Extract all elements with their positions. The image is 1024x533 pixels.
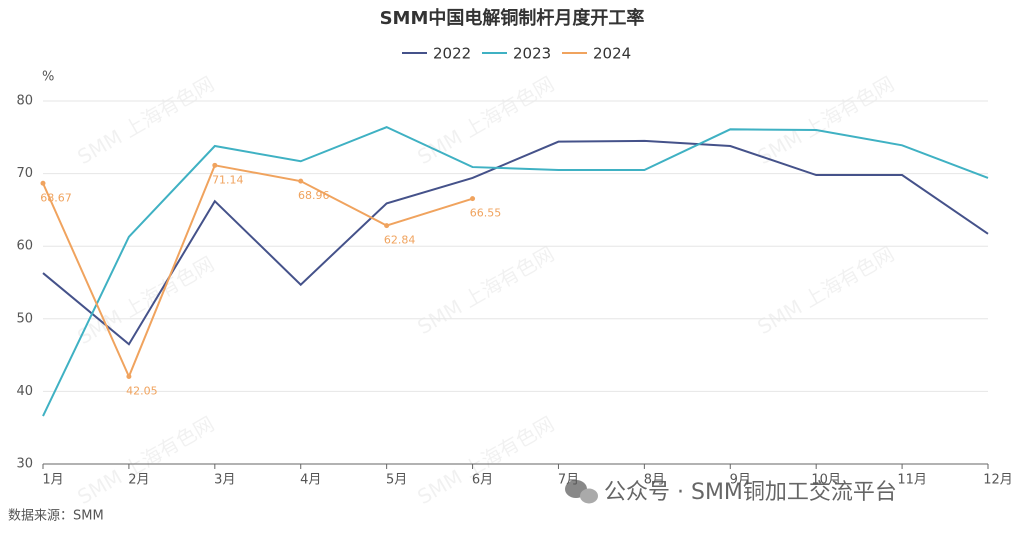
point: [126, 374, 132, 380]
data-label: 71.14: [212, 173, 244, 186]
x-tick-label: 4月: [300, 473, 321, 488]
y-tick-label: 60: [16, 239, 33, 254]
y-tick-label: 70: [16, 166, 33, 181]
data-label: 66.55: [470, 207, 502, 220]
data-label: 68.96: [298, 189, 330, 202]
y-tick-label: 40: [16, 384, 33, 399]
watermark: SMM 上海有色网: [753, 72, 898, 170]
x-tick-label: 5月: [386, 473, 407, 488]
x-tick-label: 11月: [897, 473, 927, 488]
data-label: 62.84: [384, 234, 416, 247]
point: [40, 180, 46, 186]
point: [212, 162, 218, 168]
watermark: SMM 上海有色网: [753, 242, 898, 340]
watermark: SMM 上海有色网: [413, 412, 558, 510]
watermarks: SMM 上海有色网 SMM 上海有色网 SMM 上海有色网 SMM 上海有色网 …: [73, 72, 898, 510]
series-line: [42, 139, 989, 346]
x-tick-label: 12月: [983, 473, 1013, 488]
x-tick-label: 2月: [128, 473, 149, 488]
wechat-icon: [580, 488, 598, 504]
watermark: SMM 上海有色网: [73, 72, 218, 170]
x-tick-label: 8月: [644, 473, 665, 488]
x-tick-label: 1月: [42, 473, 63, 488]
point: [470, 196, 476, 202]
legend-label: 2022: [433, 45, 471, 63]
footer-watermark: 公众号 · SMM铜加工交流平台: [604, 480, 897, 505]
point: [298, 178, 304, 184]
y-tick-label: 30: [16, 457, 33, 472]
x-tick-label: 6月: [472, 473, 493, 488]
data-label: 68.67: [40, 191, 72, 204]
series-line: [42, 126, 989, 417]
x-tick-label: 7月: [558, 473, 579, 488]
legend-label: 2023: [513, 45, 551, 63]
data-label: 42.05: [126, 385, 158, 398]
legend-label: 2024: [593, 45, 631, 63]
y-unit: %: [42, 70, 54, 85]
watermark: SMM 上海有色网: [413, 242, 558, 340]
y-tick-label: 50: [16, 311, 33, 326]
x-tick-label: 10月: [811, 473, 841, 488]
source: 数据来源：SMM: [8, 509, 104, 524]
y-tick-label: 80: [16, 94, 33, 109]
chart-title: SMM中国电解铜制杆月度开工率: [380, 7, 645, 29]
x-tick-label: 3月: [214, 473, 235, 488]
x-tick-label: 9月: [730, 473, 751, 488]
point: [384, 223, 390, 229]
series-line: [42, 164, 473, 380]
watermark: SMM 上海有色网: [413, 72, 558, 170]
watermark: SMM 上海有色网: [73, 412, 218, 510]
wechat-watermark: 公众号 · SMM铜加工交流平台: [565, 480, 897, 505]
